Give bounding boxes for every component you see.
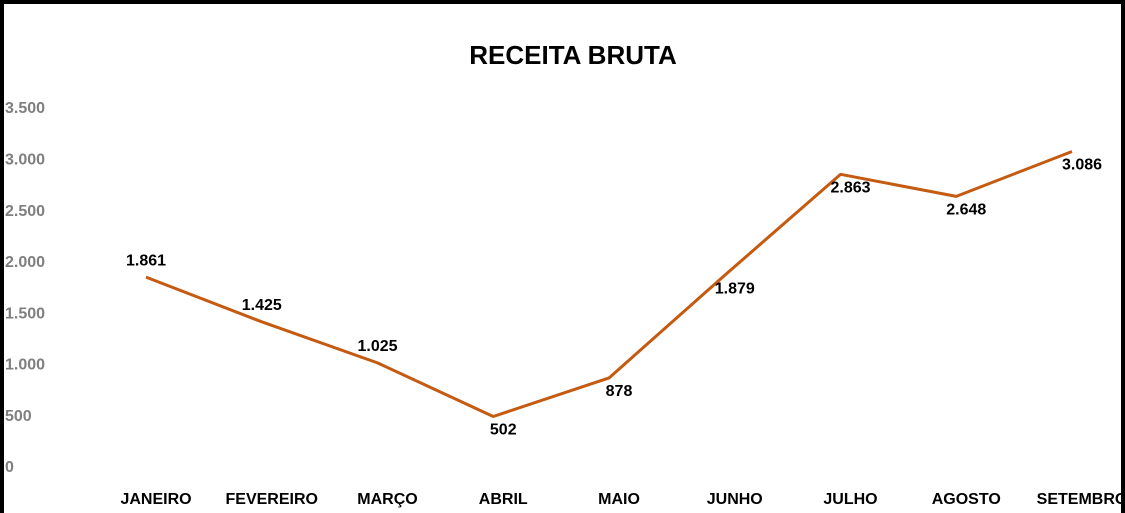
x-tick-label: MAIO bbox=[598, 491, 640, 508]
x-tick-label: AGOSTO bbox=[932, 491, 1001, 508]
y-tick-label: 3.500 bbox=[5, 100, 45, 117]
data-label: 502 bbox=[490, 422, 517, 439]
data-label: 1.025 bbox=[357, 338, 397, 355]
y-tick-label: 500 bbox=[5, 408, 32, 425]
data-label: 1.861 bbox=[126, 252, 166, 269]
x-tick-label: MARÇO bbox=[357, 491, 417, 508]
x-tick-label: JUNHO bbox=[707, 491, 763, 508]
line bbox=[145, 150, 1073, 419]
x-tick-label: FEVEREIRO bbox=[226, 491, 318, 508]
y-tick-label: 0 bbox=[5, 459, 14, 476]
data-label: 3.086 bbox=[1062, 157, 1102, 174]
y-tick-label: 1.000 bbox=[5, 357, 45, 374]
x-tick-label: SETEMBRO bbox=[1037, 491, 1121, 508]
data-label: 1.425 bbox=[242, 297, 282, 314]
data-label: 878 bbox=[606, 383, 633, 400]
chart: RECEITA BRUTA 0 500 1.000 1.500 2.000 2.500 3.… bbox=[5, 40, 1121, 508]
y-tick-label: 3.000 bbox=[5, 152, 45, 169]
y-tick-label: 1.500 bbox=[5, 305, 45, 322]
data-label: 2.863 bbox=[830, 180, 870, 197]
x-tick-label: JANEIRO bbox=[120, 491, 191, 508]
x-tick-label: ABRIL bbox=[479, 491, 528, 508]
data-label: 1.879 bbox=[715, 280, 755, 297]
data-label: 2.648 bbox=[946, 202, 986, 219]
y-tick-label: 2.500 bbox=[5, 203, 45, 220]
y-tick-label: 2.000 bbox=[5, 254, 45, 271]
x-tick-label: JULHO bbox=[823, 491, 877, 508]
chart-title: RECEITA BRUTA bbox=[469, 40, 677, 70]
